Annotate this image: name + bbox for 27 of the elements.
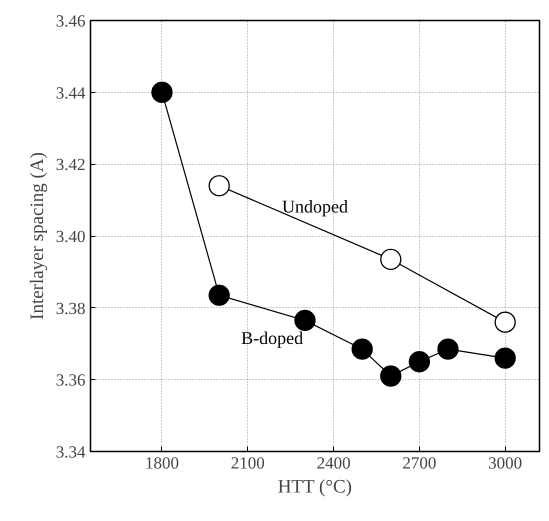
point (294, 310, 316, 332)
point (408, 351, 430, 372)
point (494, 347, 516, 369)
y-tick-label: 3.44 (56, 83, 86, 102)
point (151, 82, 173, 103)
x-tick-label: 1800 (144, 454, 179, 472)
point (494, 312, 516, 333)
x-tick-label: 2700 (402, 454, 436, 472)
y-tick-label: 3.42 (56, 155, 86, 174)
point (352, 338, 373, 360)
series-label: B-doped (241, 328, 304, 348)
point (208, 175, 230, 196)
y-tick-label: 3.36 (56, 370, 86, 390)
point (380, 365, 402, 387)
y-axis-title: Interlayer spacing (A) (26, 152, 48, 320)
y-tick-label: 3.38 (56, 298, 86, 318)
point (437, 338, 459, 360)
x-axis-title: HTT (°C) (278, 476, 352, 498)
series-label: Undoped (282, 196, 348, 217)
x-tick-label: 2400 (316, 454, 351, 472)
x-tick-label: 3000 (488, 454, 522, 472)
y-tick-label: 3.34 (56, 442, 86, 462)
point (380, 248, 402, 270)
y-tick-label: 3.46 (56, 12, 86, 30)
point (208, 284, 230, 306)
y-tick-label: 3.40 (56, 227, 86, 246)
x-tick-label: 2100 (230, 454, 265, 472)
